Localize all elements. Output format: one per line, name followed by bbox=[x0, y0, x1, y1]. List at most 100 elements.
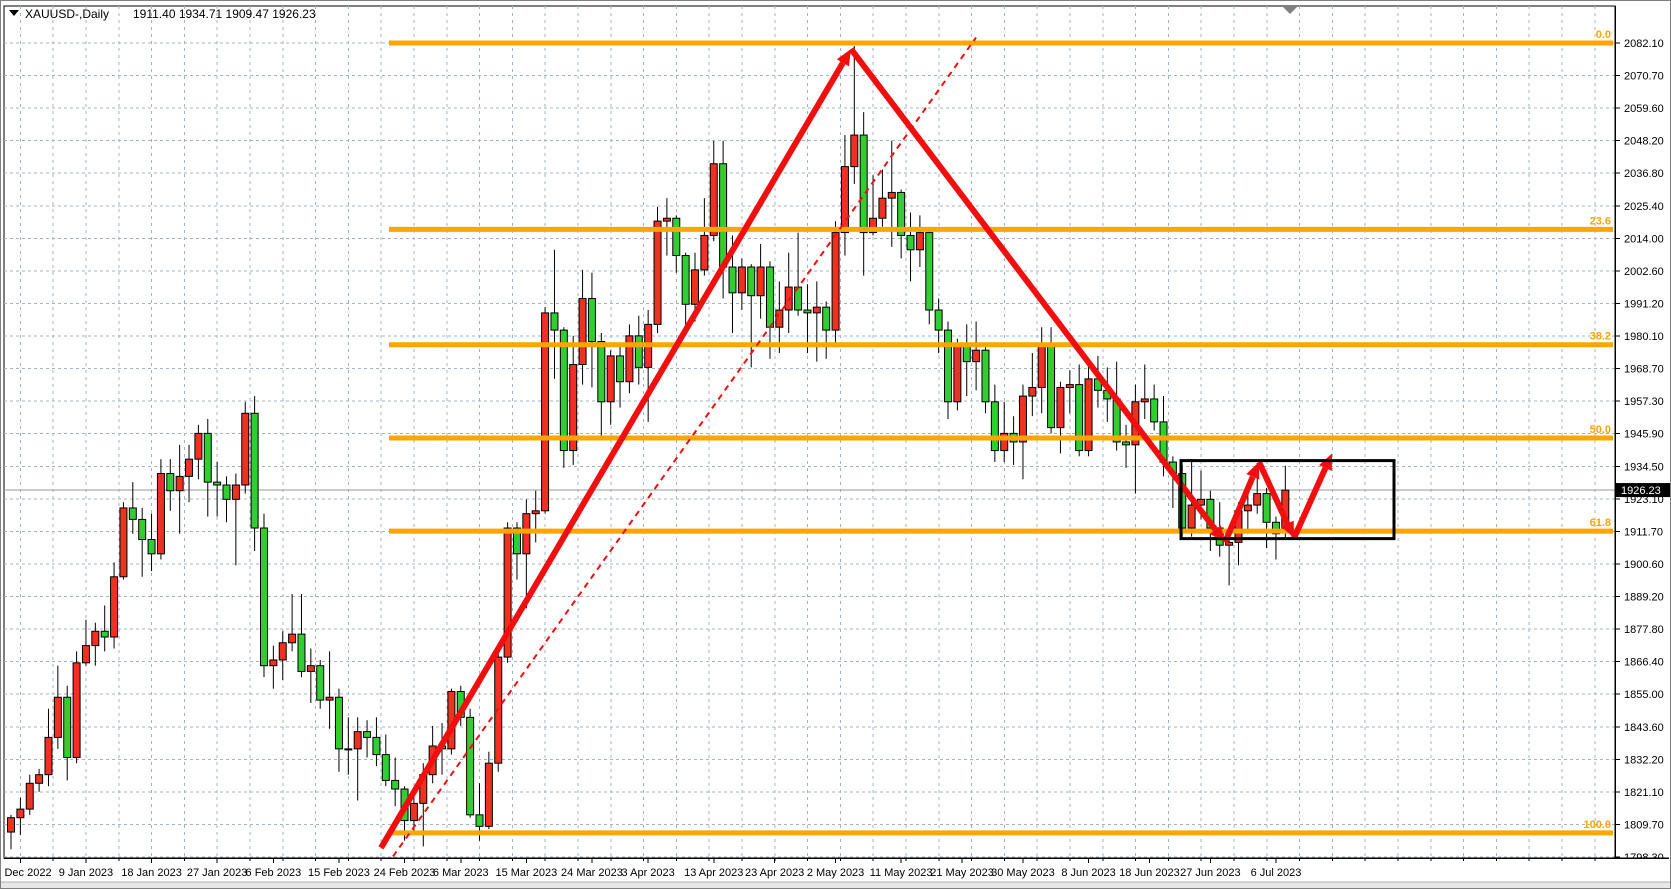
candle bbox=[503, 522, 512, 663]
time-axis-label: 18 Jun 2023 bbox=[1119, 867, 1180, 879]
candle bbox=[981, 347, 990, 414]
candle bbox=[194, 424, 203, 480]
time-axis-label: 24 Feb 2023 bbox=[374, 867, 436, 879]
window-bottom-strip bbox=[1, 881, 1670, 888]
candle bbox=[138, 507, 147, 577]
plot-frame bbox=[3, 5, 1616, 859]
candle bbox=[156, 459, 165, 560]
candle bbox=[944, 321, 952, 420]
candle bbox=[587, 272, 596, 388]
candle bbox=[35, 768, 44, 792]
trend-arrow-line[interactable] bbox=[848, 47, 1218, 532]
chart-title: XAUUSD-,Daily 1911.40 1934.71 1909.47 19… bbox=[9, 7, 316, 21]
candle bbox=[1140, 364, 1149, 420]
candle bbox=[840, 135, 849, 256]
candle bbox=[859, 112, 868, 276]
price-axis[interactable]: 2082.10 2070.70 2059.60 2048.20 2036.80 2025.… bbox=[1614, 1, 1671, 864]
candle bbox=[344, 717, 353, 775]
trend-arrow-head bbox=[1280, 520, 1294, 539]
time-axis-label: 8 Jun 2023 bbox=[1061, 867, 1115, 879]
candle bbox=[784, 252, 793, 333]
candle bbox=[550, 249, 559, 379]
price-axis-label: 1900.60 bbox=[1624, 559, 1664, 571]
candle bbox=[119, 502, 128, 580]
candle bbox=[803, 284, 812, 354]
candle bbox=[747, 264, 756, 368]
candle bbox=[16, 797, 25, 835]
trend-arrow-line[interactable] bbox=[1256, 460, 1291, 525]
candle bbox=[897, 189, 906, 259]
candle bbox=[466, 708, 475, 818]
trend-arrow-head bbox=[1319, 453, 1332, 471]
price-axis-label: 2025.40 bbox=[1624, 201, 1664, 213]
candle bbox=[175, 444, 184, 534]
fib-label-23.6: 23.6 bbox=[1590, 215, 1611, 227]
candle bbox=[353, 717, 362, 801]
price-axis-label: 1991.20 bbox=[1624, 298, 1664, 310]
fibonacci-retracement[interactable]: 0.0 23.6 38.2 50.0 61.8 100.0 bbox=[389, 29, 1613, 836]
candle bbox=[203, 419, 212, 517]
chart-shift-marker[interactable] bbox=[1283, 7, 1297, 14]
candle bbox=[812, 281, 821, 362]
candle bbox=[625, 324, 634, 394]
candle bbox=[1065, 370, 1074, 414]
fib-label-100.0: 100.0 bbox=[1583, 819, 1611, 831]
trend-arrow-line[interactable] bbox=[378, 61, 846, 850]
candle bbox=[616, 344, 625, 408]
candle bbox=[185, 444, 194, 503]
candle bbox=[241, 401, 250, 494]
candle bbox=[288, 593, 297, 652]
candle bbox=[606, 350, 615, 425]
price-axis-label: 2036.80 bbox=[1624, 168, 1664, 180]
candle bbox=[81, 619, 90, 666]
time-axis-label: 18 Jan 2023 bbox=[121, 867, 182, 879]
time-axis-label: 29 Dec 2022 bbox=[1, 867, 52, 879]
trend-arrow-line[interactable] bbox=[1291, 466, 1329, 540]
symbol-title: XAUUSD-,Daily bbox=[25, 7, 109, 21]
time-axis-label: 15 Feb 2023 bbox=[308, 867, 370, 879]
dashed-trendline[interactable] bbox=[392, 36, 977, 858]
price-axis-label: 1934.50 bbox=[1624, 461, 1664, 473]
trend-arrow-line[interactable] bbox=[1222, 475, 1256, 544]
candle bbox=[259, 513, 268, 678]
time-axis-label: 23 Apr 2023 bbox=[745, 867, 804, 879]
time-axis-label: 27 Jun 2023 bbox=[1180, 867, 1241, 879]
price-axis-label: 1855.00 bbox=[1624, 689, 1664, 701]
time-axis-label: 6 Jul 2023 bbox=[1251, 867, 1302, 879]
candle bbox=[1028, 353, 1037, 417]
candle bbox=[166, 459, 175, 511]
candle bbox=[850, 46, 859, 184]
candle bbox=[25, 774, 34, 815]
candle bbox=[110, 562, 119, 649]
time-axis-label: 15 Mar 2023 bbox=[495, 867, 557, 879]
price-axis-label: 1968.70 bbox=[1624, 364, 1664, 376]
time-axis-label: 27 Jan 2023 bbox=[187, 867, 248, 879]
symbol-dropdown-icon[interactable] bbox=[9, 10, 19, 16]
candle bbox=[953, 338, 962, 411]
candle bbox=[597, 332, 606, 440]
candle bbox=[878, 169, 887, 227]
candle bbox=[325, 651, 334, 729]
candle bbox=[1056, 381, 1065, 454]
time-axis-label: 3 Apr 2023 bbox=[622, 867, 675, 879]
price-axis-label: 1821.10 bbox=[1624, 787, 1664, 799]
consolidation-rectangle[interactable] bbox=[1179, 459, 1396, 541]
candle bbox=[1018, 384, 1027, 480]
time-axis-label: 30 May 2023 bbox=[991, 867, 1055, 879]
price-axis-label: 1866.40 bbox=[1624, 657, 1664, 669]
trend-arrows[interactable] bbox=[378, 47, 1332, 850]
candle bbox=[1000, 401, 1009, 463]
price-axis-label: 1832.20 bbox=[1624, 754, 1664, 766]
candle bbox=[709, 140, 718, 242]
candle bbox=[381, 734, 390, 787]
price-axis-label: 1911.70 bbox=[1624, 526, 1663, 538]
candle bbox=[541, 307, 550, 514]
candle bbox=[700, 198, 709, 276]
candle bbox=[391, 757, 400, 807]
price-axis-label: 1945.90 bbox=[1624, 429, 1664, 441]
price-axis-label: 2059.60 bbox=[1624, 103, 1664, 115]
candle bbox=[634, 315, 643, 385]
candle bbox=[822, 301, 831, 359]
current-price-value: 1926.23 bbox=[1621, 485, 1661, 497]
